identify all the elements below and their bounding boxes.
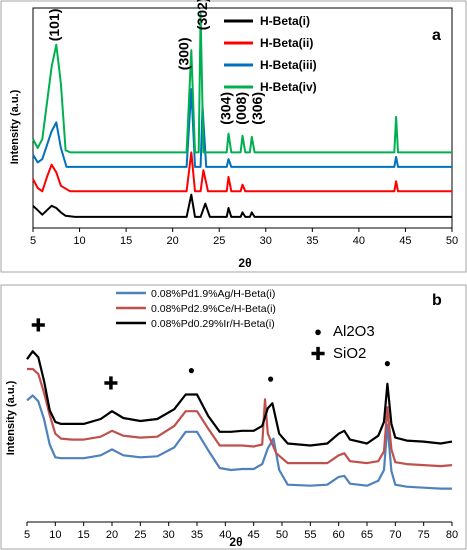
panel-b-x-tick-label: 5 <box>24 529 30 541</box>
panel-b-al2o3-marker: ● <box>267 372 274 386</box>
panel-a-x-tick-label: 20 <box>167 235 179 247</box>
panel-b-legend-label: 0.08%Pd2.9%Ce/H-Beta(i) <box>151 303 276 315</box>
panel-b-al2o3-marker: ● <box>384 356 391 370</box>
panel-b-series-line <box>26 350 453 447</box>
panel-a-peak-annotation: (300) <box>176 38 192 71</box>
panel-b-x-tick-label: 10 <box>49 529 61 541</box>
panel-b-x-tick-label: 75 <box>418 529 430 541</box>
panel-a-x-tick-label: 45 <box>399 235 411 247</box>
panel-b-x-tick-label: 25 <box>134 529 146 541</box>
panel-a-series-line <box>32 193 452 218</box>
panel-a-peak-annotation: (101) <box>46 9 62 42</box>
panel-a-y-axis-title: Intensity (a.u.) <box>9 89 21 164</box>
panel-a-series-line <box>32 151 452 193</box>
panel-b-x-axis-title: 2θ <box>229 535 242 549</box>
panel-b-x-tick-label: 70 <box>389 529 401 541</box>
panel-b-legend-label: 0.08%Pd0.29%Ir/H-Beta(i) <box>151 318 275 330</box>
panel-a-peak-annotation: (008) <box>233 92 249 125</box>
panel-a-x-tick-label: 40 <box>353 235 365 247</box>
panel-a-x-axis-title: 2θ <box>238 256 251 270</box>
panel-b-phase-legend-label: SiO2 <box>333 345 366 362</box>
panel-a-series-line <box>32 88 452 168</box>
panel-b-sio2-marker: ✚ <box>103 374 118 394</box>
panel-b-x-tick-label: 55 <box>304 529 316 541</box>
panel-b-x-tick-label: 35 <box>191 529 203 541</box>
panel-a-peak-annotation: (302) <box>194 0 210 30</box>
panel-a-legend-label: H-Beta(ii) <box>260 36 313 50</box>
panel-a-x-tick-label: 10 <box>73 235 85 247</box>
panel-b-phase-legend: ● Al2O3 ✚ SiO2 <box>310 323 374 364</box>
panel-a-x-tick-label: 50 <box>446 235 458 247</box>
panel-a-plot-border <box>32 7 453 229</box>
panel-b-series-line <box>27 367 453 468</box>
panel-b-y-axis-title: Intensity (a.u.) <box>5 380 17 455</box>
al2o3-legend-symbol: ● <box>314 324 322 339</box>
panel-a-series-line <box>32 12 452 154</box>
panel-a-legend-label: H-Beta(i) <box>260 14 310 28</box>
panel-b-plot-area: 5 10 15 20 25 30 35 40 45 50 55 60 65 70 75 80 ✚ ✚ ● ● ● <box>24 316 458 541</box>
panel-a-label: a <box>432 27 441 44</box>
panel-b-x-tick-label: 80 <box>446 529 458 541</box>
panel-b-x-tick-label: 60 <box>333 529 345 541</box>
panel-a-x-tick-label: 25 <box>213 235 225 247</box>
panel-a-frame <box>0 0 467 273</box>
panel-b-x-tick-label: 45 <box>248 529 260 541</box>
panel-a-x-tick-label: 15 <box>120 235 132 247</box>
panel-b-x-tick-label: 20 <box>106 529 118 541</box>
panel-b-al2o3-marker: ● <box>188 363 195 377</box>
sio2-legend-symbol: ✚ <box>310 344 325 364</box>
panel-b-x-tick-label: 15 <box>78 529 90 541</box>
panel-b-series-line <box>26 394 452 490</box>
panel-b-label: b <box>432 292 442 309</box>
panel-b-legend-label: 0.08%Pd1.9%Ag/H-Beta(i) <box>151 288 275 300</box>
panel-a-x-tick-label: 5 <box>30 235 36 247</box>
panel-a-peak-annotation: (304) <box>217 92 233 125</box>
panel-a-legend-label: H-Beta(iii) <box>260 58 317 72</box>
panel-b: 5 10 15 20 25 30 35 40 45 50 55 60 65 70 75 80 ✚ ✚ ● ● ● b 2… <box>0 284 467 550</box>
panel-a-legend-label: H-Beta(iv) <box>260 80 317 94</box>
panel-a-x-tick-label: 30 <box>260 235 272 247</box>
panel-b-legend: 0.08%Pd1.9%Ag/H-Beta(i) 0.08%Pd2.9%Ce/H-B… <box>116 288 276 330</box>
panel-a-plot-area: 5 10 15 20 25 30 35 40 45 50(101)(300)(302)(304)(… <box>30 0 458 247</box>
panel-b-phase-legend-label: Al2O3 <box>333 323 375 340</box>
panel-a: 5 10 15 20 25 30 35 40 45 50(101)(300)(302)(304)(… <box>0 0 467 273</box>
panel-a-legend: H-Beta(i) H-Beta(ii) H-Beta(iii) H-Beta(iv) <box>224 14 317 94</box>
panel-a-x-tick-label: 35 <box>306 235 318 247</box>
panel-b-x-tick-label: 65 <box>361 529 373 541</box>
panel-b-x-tick-label: 50 <box>276 529 288 541</box>
panel-b-sio2-marker: ✚ <box>31 316 46 336</box>
panel-b-x-tick-label: 40 <box>219 529 231 541</box>
panel-b-x-tick-label: 30 <box>163 529 175 541</box>
panel-a-peak-annotation: (306) <box>249 92 265 125</box>
